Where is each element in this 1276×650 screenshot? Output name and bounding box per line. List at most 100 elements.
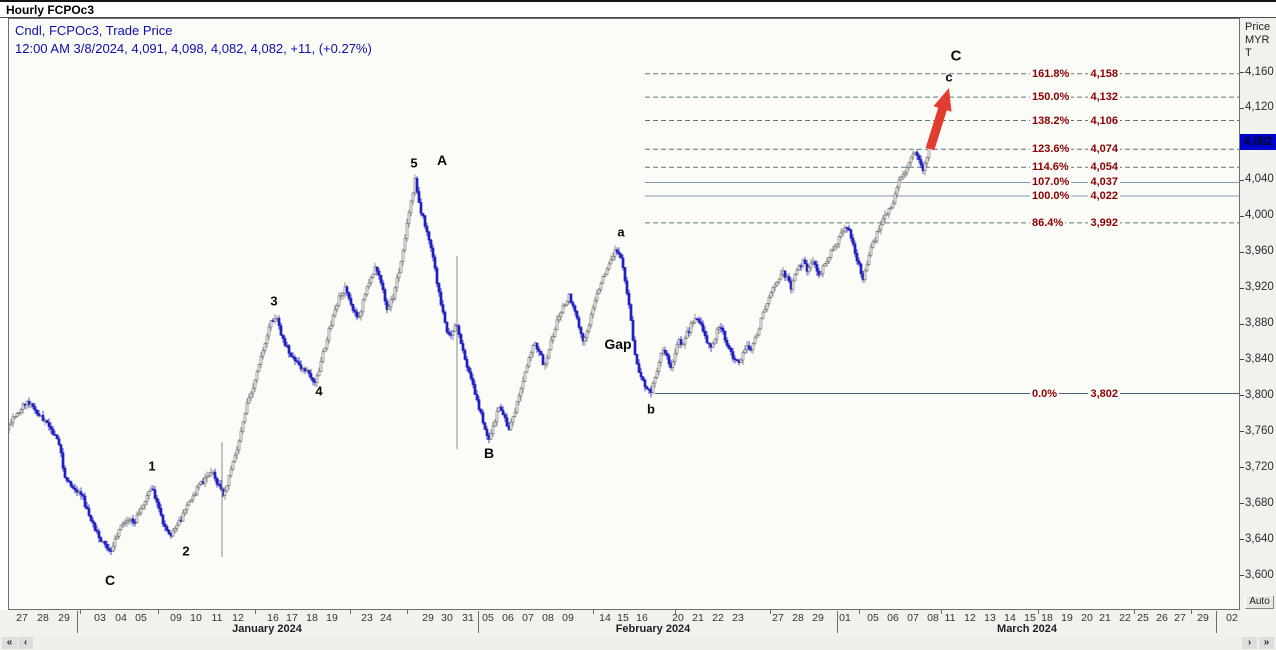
candle-body: [849, 229, 853, 239]
candle-body: [289, 352, 293, 357]
time-axis[interactable]: [0, 610, 1276, 636]
scroll-prev-icon[interactable]: ‹: [18, 637, 33, 649]
candle-body: [437, 283, 441, 293]
date-tick-label: 09: [170, 612, 182, 624]
fib-pct: 107.0%: [1030, 176, 1072, 189]
candle-body: [671, 361, 675, 368]
candle-body: [229, 468, 233, 476]
candle-body: [485, 428, 489, 436]
candle-body: [623, 267, 627, 282]
candle-body: [379, 275, 383, 284]
candle-body: [71, 485, 75, 489]
candle-body: [331, 315, 335, 326]
candle-body: [843, 227, 847, 232]
candle-body: [69, 481, 73, 487]
date-tick-label: 07: [522, 612, 534, 624]
week-tick-mark: [593, 610, 594, 614]
candle-body: [753, 336, 757, 344]
price-tick-label: 3,880: [1245, 317, 1274, 329]
price-tick-label: 3,920: [1245, 281, 1274, 294]
candle-body: [605, 268, 609, 275]
scroll-next-icon[interactable]: ›: [1242, 637, 1257, 649]
candle-body: [823, 263, 827, 267]
candle-body: [215, 478, 219, 485]
candle-body: [907, 162, 911, 168]
candle-body: [909, 156, 913, 164]
candle-body: [41, 415, 45, 421]
candle-body: [863, 270, 867, 280]
date-tick-label: 29: [812, 612, 824, 624]
candle-body: [99, 537, 103, 543]
candle-body: [561, 305, 565, 314]
candle-body: [493, 421, 497, 427]
candle-body: [509, 421, 513, 430]
candle-body: [83, 495, 87, 507]
candle-body: [549, 339, 553, 351]
candle-body: [97, 531, 101, 539]
price-tick-mark: [1240, 251, 1244, 253]
date-tick-label: 25: [1137, 612, 1149, 624]
candle-body: [273, 318, 277, 322]
week-tick-mark: [350, 610, 351, 614]
date-tick-label: 20: [672, 612, 684, 624]
price-axis[interactable]: [1240, 18, 1276, 610]
candle-body: [65, 477, 69, 481]
date-tick-label: 14: [599, 612, 611, 624]
date-tick-label: 04: [115, 612, 127, 624]
date-tick-label: 05: [135, 612, 147, 624]
candle-body: [63, 467, 67, 478]
candle-body: [765, 303, 769, 310]
auto-scale-button[interactable]: Auto: [1245, 595, 1274, 609]
candle-body: [165, 526, 169, 531]
candle-body: [825, 260, 829, 264]
wave-label: C: [104, 572, 116, 588]
candle-body: [239, 430, 243, 442]
date-tick-label: 24: [380, 612, 392, 624]
candle-body: [631, 320, 635, 341]
fib-pct: 0.0%: [1030, 387, 1060, 400]
candle-body: [397, 272, 401, 279]
candle-body: [901, 174, 905, 178]
candle-body: [701, 323, 705, 332]
candle-body: [657, 362, 661, 372]
candle-body: [17, 412, 21, 414]
candle-body: [571, 302, 575, 307]
candle-body: [95, 529, 99, 532]
candle-body: [119, 524, 123, 531]
candle-body: [741, 352, 745, 361]
candle-body: [435, 267, 439, 284]
candle-body: [525, 365, 529, 373]
candle-body: [197, 484, 201, 488]
candle-body: [297, 361, 301, 366]
candle-body: [11, 416, 15, 424]
candle-body: [427, 231, 431, 241]
date-tick-label: 16: [267, 612, 279, 624]
candle-body: [85, 506, 89, 509]
date-tick-label: 30: [441, 612, 453, 624]
scroll-first-icon[interactable]: «: [2, 637, 17, 649]
candle-body: [363, 294, 367, 301]
candle-body: [813, 261, 817, 265]
candle-body: [107, 547, 111, 551]
wave-label: C: [950, 47, 962, 65]
date-tick-label: 28: [792, 612, 804, 624]
date-tick-label: 01: [839, 612, 851, 624]
candle-body: [163, 523, 167, 528]
candle-body: [223, 490, 227, 496]
candle-body: [491, 425, 495, 434]
candle-body: [555, 319, 559, 330]
scrollbar[interactable]: 602 Data Period: [0, 636, 1276, 650]
candle-body: [559, 312, 563, 318]
price-tick-mark: [1240, 503, 1244, 505]
candle-body: [899, 176, 903, 181]
candle-body: [349, 298, 353, 305]
candle-body: [795, 269, 799, 275]
candle-body: [251, 387, 255, 394]
candle-body: [387, 306, 391, 310]
candle-body: [477, 399, 481, 410]
scroll-last-icon[interactable]: »: [1259, 637, 1274, 649]
candle-body: [773, 284, 777, 288]
wave-label: 1: [148, 458, 156, 474]
candle-body: [57, 438, 61, 446]
